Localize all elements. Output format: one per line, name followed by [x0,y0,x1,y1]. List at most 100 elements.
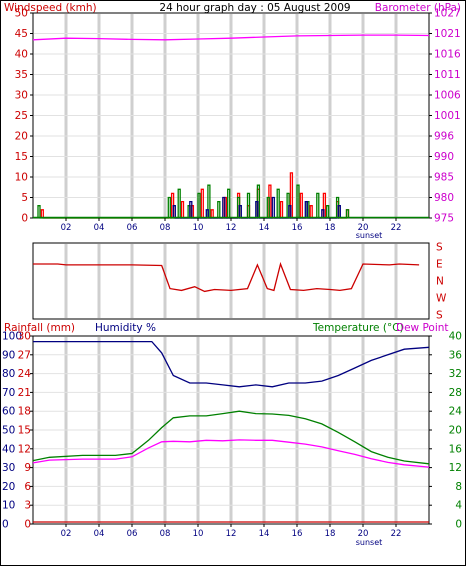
y-tick-label: 996 [434,131,454,143]
y-tick-label: 30 [18,331,31,343]
y-tick-label: 30 [2,462,15,474]
x-tick-label: 12 [226,223,237,233]
y-tick-label: N [436,276,444,288]
dewpoint-axis-title: Dew Point [396,322,449,334]
humidity-line [33,340,430,388]
windspeed-axis-title: Windspeed (kmh) [4,2,97,14]
y-tick-label: 45 [15,28,28,40]
y-tick-label: 8 [455,481,462,493]
y-tick-label: 16 [449,443,463,455]
x-tick-label: 06 [127,529,138,539]
wind-direction-line [33,261,420,293]
x-tick-label: 12 [226,529,237,539]
x-tick-label: 22 [391,529,402,539]
y-tick-label: 21 [18,387,31,399]
x-tick-label: 06 [127,223,138,233]
temperature-line [32,410,430,465]
temperature-axis-title: Temperature (°C) [312,322,404,334]
y-tick-label: W [436,293,447,305]
y-tick-label: 0 [21,213,28,225]
y-tick-label: 990 [434,151,454,163]
wind-barometer-chart: Windspeed (kmh) 24 hour graph day : 05 A… [4,2,461,240]
y-tick-label: 50 [2,425,15,437]
barometer-tick-labels: 975 980 985 990 996 1001 1006 1011 1016 1021 1027 [429,8,461,225]
wind-grid [34,14,428,217]
y-tick-label: 40 [2,443,15,455]
temperature-tick-labels: 0 4 8 12 16 20 24 28 32 36 40 [429,331,462,531]
y-tick-label: 100 [2,331,22,343]
y-tick-label: 40 [449,331,462,343]
x-tick-label: 02 [61,529,72,539]
rainfall-axis-title: Rainfall (mm) [4,322,75,334]
y-tick-label: 5 [21,192,28,204]
y-tick-label: 20 [15,131,28,143]
y-tick-label: 1016 [434,49,461,61]
y-tick-label: 1006 [434,90,461,102]
x-tick-label: 14 [259,223,270,233]
y-tick-label: 4 [455,500,462,512]
y-tick-label: 50 [15,8,28,20]
direction-series [33,261,420,293]
y-tick-label: 24 [18,368,32,380]
y-tick-label: 80 [2,368,15,380]
y-tick-label: 18 [18,406,31,418]
x-tick-label: 02 [61,223,72,233]
y-tick-label: 3 [24,500,31,512]
y-tick-label: 12 [18,443,31,455]
y-tick-label: 90 [2,349,15,361]
y-tick-label: 15 [15,151,28,163]
dewpoint-line [32,439,430,468]
y-tick-label: 36 [449,349,463,361]
y-tick-label: 20 [2,481,15,493]
windspeed-tick-labels: 0 5 10 15 20 25 30 35 40 45 50 [15,8,33,225]
chart-title: 24 hour graph day : 05 August 2009 [159,2,350,14]
y-tick-label: 40 [15,49,28,61]
temp-humidity-chart: Rainfall (mm) Humidity % Temperature (°C… [2,322,462,547]
y-tick-label: 985 [434,172,454,184]
wind-series [32,34,430,219]
y-tick-label: 27 [18,349,31,361]
wind-hour-tick-labels: 02 04 06 08 10 12 14 16 18 20 22 [61,218,402,233]
x-tick-label: 04 [94,529,105,539]
y-tick-label: 9 [24,462,31,474]
temp-grid [34,337,428,523]
y-tick-label: E [436,259,443,271]
y-tick-label: 25 [15,110,28,122]
y-tick-label: 0 [2,519,9,531]
x-tick-label: 08 [160,529,171,539]
y-tick-label: 0 [455,519,462,531]
y-tick-label: S [436,310,443,322]
y-tick-label: 1011 [434,69,461,81]
x-tick-label: 10 [193,223,204,233]
barometer-axis-title: Barometer (hPa) [375,2,461,14]
y-tick-label: 70 [2,387,15,399]
y-tick-label: 1027 [434,8,461,20]
humidity-axis-title: Humidity % [95,322,156,334]
y-tick-label: 1021 [434,28,461,40]
y-tick-label: 35 [15,69,28,81]
sunset-label: sunset [356,231,383,240]
temp-series [32,340,430,523]
humidity-tick-labels: 0 10 20 30 40 50 60 70 80 90 100 [2,331,22,531]
y-tick-label: 1001 [434,110,461,122]
x-tick-label: 20 [358,529,369,539]
x-tick-label: 18 [325,529,336,539]
y-tick-label: 30 [15,90,28,102]
x-tick-label: 08 [160,223,171,233]
x-tick-label: 18 [325,223,336,233]
y-tick-label: 10 [2,500,15,512]
y-tick-label: 975 [434,213,454,225]
x-tick-label: 22 [391,223,402,233]
y-tick-label: 24 [449,406,463,418]
temp-hour-tick-labels: 02 04 06 08 10 12 14 16 18 20 22 [61,524,402,539]
x-tick-label: 14 [259,529,270,539]
y-tick-label: 10 [15,172,28,184]
y-tick-label: 28 [449,387,462,399]
x-tick-label: 10 [193,529,204,539]
y-tick-label: S [436,242,443,254]
y-tick-label: 60 [2,406,15,418]
